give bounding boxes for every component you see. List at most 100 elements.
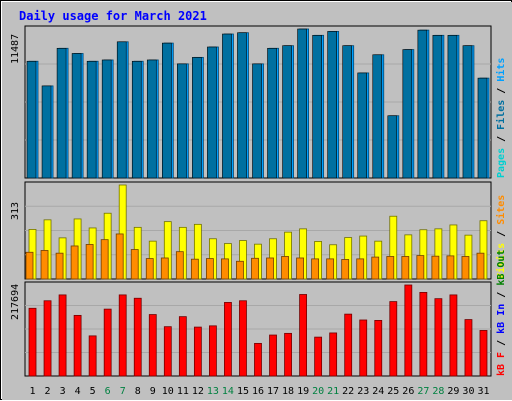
bar xyxy=(281,256,289,280)
bar xyxy=(26,60,37,179)
bar xyxy=(236,260,244,280)
x-tick-label: 21 xyxy=(327,386,339,397)
bar xyxy=(145,258,154,280)
bar xyxy=(252,63,262,179)
bar xyxy=(296,257,304,280)
bar xyxy=(311,258,320,280)
bar xyxy=(146,59,157,179)
files-series xyxy=(26,28,488,179)
bar xyxy=(417,29,428,179)
bar xyxy=(177,63,187,179)
visitors-panel: 313 Visits / Sites xyxy=(10,181,507,280)
x-tick-label: 11 xyxy=(177,386,189,397)
bar xyxy=(461,256,470,280)
legend-label: kB F / kB In / kB Out xyxy=(496,250,507,376)
legend-item: / xyxy=(496,231,507,243)
bar xyxy=(162,42,172,179)
bar xyxy=(71,53,82,179)
x-tick-label: 1 xyxy=(30,386,36,397)
bar xyxy=(222,33,232,179)
bar xyxy=(479,330,488,377)
bar xyxy=(266,257,274,280)
x-tick-label: 24 xyxy=(372,386,384,397)
bar xyxy=(344,313,353,377)
legend-item: Files xyxy=(495,100,507,136)
legend-item: / xyxy=(496,88,507,100)
bar xyxy=(342,45,352,179)
bar xyxy=(100,239,109,280)
bar xyxy=(446,255,455,280)
x-tick-label: 4 xyxy=(75,386,81,397)
x-tick-label: 18 xyxy=(282,386,294,397)
chart-title: Daily usage for March 2021 xyxy=(19,9,207,23)
bar xyxy=(224,302,232,377)
bar xyxy=(282,45,292,179)
x-tick-label: 14 xyxy=(222,386,234,397)
bar xyxy=(56,47,67,179)
bar xyxy=(329,332,338,377)
bar xyxy=(103,308,112,377)
x-tick-label: 25 xyxy=(387,386,399,397)
bar xyxy=(88,335,97,377)
bar xyxy=(387,115,398,179)
bar xyxy=(419,291,428,377)
bar xyxy=(116,41,127,179)
bar xyxy=(386,256,395,280)
bar xyxy=(449,294,458,377)
bar xyxy=(389,301,398,377)
bar xyxy=(209,325,217,377)
x-tick-label: 8 xyxy=(135,386,141,397)
bar xyxy=(133,297,142,377)
bar xyxy=(163,326,172,377)
legend-item: kB In xyxy=(496,304,507,340)
legend-item: Pages xyxy=(496,148,507,178)
bar xyxy=(374,320,383,377)
bar xyxy=(207,46,217,179)
bar xyxy=(148,314,157,377)
x-tick-label: 3 xyxy=(60,386,66,397)
x-axis-labels: 1 2 3 4 5 6 7 8 9 10 11 12 13 14 15 16 17 18 19 20 21 22 23 24 2… xyxy=(30,386,490,397)
x-tick-label: 5 xyxy=(90,386,96,397)
x-tick-label: 12 xyxy=(192,386,204,397)
x-tick-label: 27 xyxy=(417,386,429,397)
x-tick-label: 30 xyxy=(462,386,474,397)
bar xyxy=(25,251,34,280)
y-max-label: 11487 xyxy=(10,34,21,64)
bar xyxy=(131,60,142,179)
bar xyxy=(299,294,307,377)
bar xyxy=(431,255,440,280)
y-max-label: 217694 xyxy=(10,284,21,320)
x-tick-label: 17 xyxy=(267,386,279,397)
bar xyxy=(175,251,184,280)
bar xyxy=(267,47,277,179)
x-tick-label: 7 xyxy=(120,386,126,397)
bar xyxy=(297,28,307,179)
x-tick-label: 31 xyxy=(477,386,489,397)
x-tick-label: 19 xyxy=(297,386,309,397)
legend-item: kB F xyxy=(496,352,507,376)
bar xyxy=(327,31,337,179)
bar xyxy=(118,294,127,377)
legend-item: Hits xyxy=(495,58,507,88)
x-tick-label: 26 xyxy=(402,386,414,397)
bar xyxy=(312,35,322,179)
bar xyxy=(73,314,82,377)
bar xyxy=(70,245,79,280)
bar xyxy=(462,45,473,179)
x-tick-label: 15 xyxy=(237,386,249,397)
legend-item: / xyxy=(496,136,507,148)
bar xyxy=(55,252,64,280)
bar xyxy=(85,244,94,280)
bar xyxy=(86,60,97,179)
bar xyxy=(192,57,202,179)
kb-f-series xyxy=(28,284,488,377)
bar xyxy=(239,300,247,377)
bar xyxy=(41,85,52,179)
requests-panel: 11487 Pages / Files / Hits xyxy=(10,25,507,179)
bar xyxy=(205,258,214,280)
bar xyxy=(221,258,229,280)
legend-label: Visits / Sites xyxy=(495,195,507,279)
bar xyxy=(359,319,368,377)
sites-series xyxy=(25,233,485,280)
